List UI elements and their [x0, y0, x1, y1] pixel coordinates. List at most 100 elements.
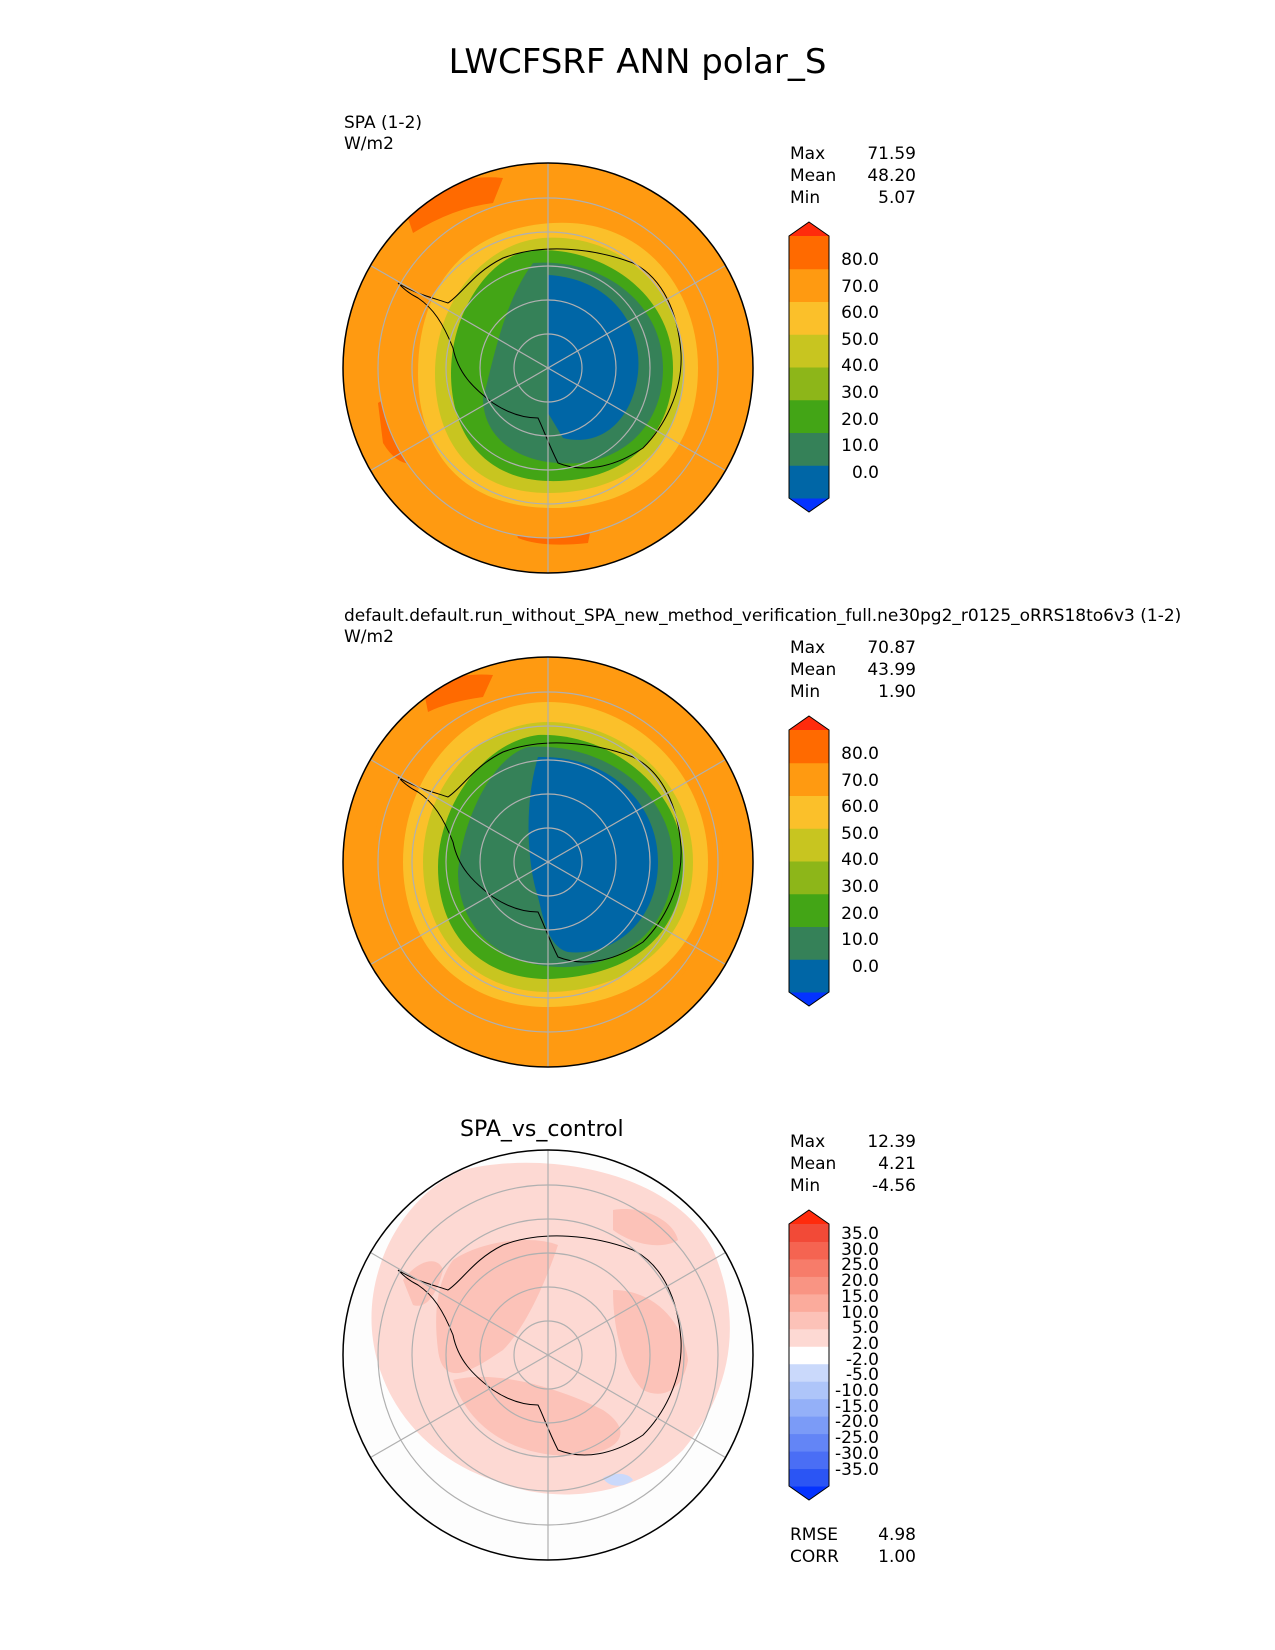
colorbar-tick-label: -35.0: [835, 1459, 879, 1480]
colorbar-segment: [789, 465, 829, 499]
colorbar-tick-label: -30.0: [835, 1443, 879, 1464]
colorbar-tick-label: 30.0: [841, 383, 879, 403]
panel3-corr-value: 1.00: [878, 1547, 916, 1567]
panel1-stat-max-key: Max: [790, 144, 826, 164]
colorbar-segment: [789, 268, 829, 302]
colorbar-tick-label: 5.0: [851, 1318, 879, 1339]
colorbar-tick-label: -2.0: [845, 1349, 879, 1370]
colorbar-segment: [789, 1293, 829, 1312]
colorbar-tick-label: 25.0: [841, 1255, 879, 1276]
colorbar-segment: [789, 1346, 829, 1365]
colorbar-segment: [789, 498, 829, 512]
colorbar-segment: [789, 1468, 829, 1487]
panel1-label: SPA (1-2): [344, 113, 423, 133]
panel3-polar-map: [342, 1149, 754, 1561]
panel3-corr-key: CORR: [790, 1547, 839, 1567]
panel2-label: default.default.run_without_SPA_new_meth…: [344, 606, 1182, 626]
colorbar-tick-label: 10.0: [841, 1302, 879, 1323]
colorbar-segment: [789, 992, 829, 1006]
panel2-stat-max-value: 70.87: [867, 638, 916, 658]
colorbar-tick-label: 80.0: [841, 250, 879, 270]
colorbar-tick-label: 50.0: [841, 823, 879, 844]
panel2-stat-mean-value: 43.99: [867, 660, 916, 680]
colorbar-tick-label: 20.0: [841, 409, 879, 430]
panel1-stat-mean-key: Mean: [790, 166, 837, 186]
field-diff-positive-strong: [403, 1261, 443, 1306]
colorbar-tick-label: 80.0: [841, 744, 879, 764]
field-diff-positive-strong: [613, 1290, 688, 1394]
colorbar-tick-label: 30.0: [841, 877, 879, 897]
panel2-stat-mean-key: Mean: [790, 660, 837, 680]
panel1-stat-max-value: 71.59: [867, 144, 916, 164]
colorbar-tick-label: 10.0: [841, 930, 879, 951]
colorbar-segment: [789, 367, 829, 401]
colorbar-segment: [789, 236, 829, 270]
colorbar-segment: [789, 926, 829, 960]
panel1-stat-min-value: 5.07: [878, 188, 916, 208]
colorbar-segment: [789, 222, 829, 236]
colorbar-segment: [789, 399, 829, 433]
colorbar-tick-label: -20.0: [835, 1412, 879, 1433]
panel2-units: W/m2: [344, 627, 394, 647]
colorbar-segment: [789, 1433, 829, 1452]
colorbar-tick-label: 40.0: [841, 850, 879, 871]
panel2-colorbar: [788, 715, 830, 1007]
colorbar-segment: [789, 432, 829, 466]
colorbar-tick-label: 30.0: [841, 1239, 879, 1260]
panel2-stat-min-value: 1.90: [878, 682, 916, 702]
graticule: [370, 163, 726, 573]
colorbar-tick-label: 0.0: [851, 956, 879, 977]
colorbar-segment: [789, 1258, 829, 1277]
colorbar-segment: [789, 1328, 829, 1347]
antarctica-coastline: [397, 1235, 682, 1456]
colorbar-segment: [789, 828, 829, 862]
panel3-colorbar: [788, 1209, 830, 1501]
panel3-stat-min-value: -4.56: [872, 1176, 916, 1196]
field-diff-positive-strong: [613, 1209, 678, 1246]
colorbar-segment: [789, 1398, 829, 1417]
colorbar-segment: [789, 1241, 829, 1260]
colorbar-segment: [789, 1311, 829, 1330]
panel3-rmse-key: RMSE: [790, 1525, 839, 1545]
panel1-colorbar: [788, 221, 830, 513]
colorbar-tick-label: 20.0: [841, 1271, 879, 1292]
panel1-stat-mean-value: 48.20: [867, 166, 916, 186]
antarctica-coastline: [397, 742, 682, 963]
colorbar-tick-label: 50.0: [841, 329, 879, 350]
field-diff-positive: [371, 1162, 730, 1495]
colorbar-segment: [789, 762, 829, 796]
colorbar-segment: [789, 1224, 829, 1242]
panel1-polar-map: [342, 162, 754, 574]
colorbar-tick-label: 2.0: [851, 1333, 879, 1354]
colorbar-tick-label: 40.0: [841, 356, 879, 377]
colorbar-tick-label: 60.0: [841, 797, 879, 818]
colorbar-segment: [789, 1363, 829, 1382]
colorbar-tick-label: -15.0: [835, 1396, 879, 1417]
colorbar-tick-label: 70.0: [841, 276, 879, 297]
colorbar-outline: [788, 221, 830, 513]
colorbar-segment: [789, 730, 829, 764]
panel3-stat-mean-value: 4.21: [878, 1154, 916, 1174]
colorbar-tick-label: -5.0: [845, 1365, 879, 1386]
colorbar-segment: [789, 716, 829, 730]
colorbar-segment: [789, 893, 829, 927]
panel3-rmse-value: 4.98: [878, 1525, 916, 1545]
panel1-stat-min-key: Min: [790, 188, 821, 208]
colorbar-tick-label: 10.0: [841, 436, 879, 457]
graticule: [370, 657, 726, 1067]
colorbar-segment: [789, 334, 829, 368]
panel3-stat-mean-key: Mean: [790, 1154, 837, 1174]
colorbar-tick-label: 70.0: [841, 770, 879, 791]
colorbar-segment: [789, 1381, 829, 1400]
colorbar-segment: [789, 1451, 829, 1470]
colorbar-tick-label: 0.0: [851, 462, 879, 483]
colorbar-tick-label: -10.0: [835, 1381, 879, 1401]
field-band-10: [548, 275, 639, 440]
colorbar-segment: [789, 1416, 829, 1435]
colorbar-segment: [789, 795, 829, 829]
colorbar-segment: [789, 1276, 829, 1295]
colorbar-tick-label: 60.0: [841, 303, 879, 324]
antarctica-coastline: [397, 248, 682, 469]
colorbar-segment: [789, 1210, 829, 1224]
colorbar-outline: [788, 1209, 830, 1501]
